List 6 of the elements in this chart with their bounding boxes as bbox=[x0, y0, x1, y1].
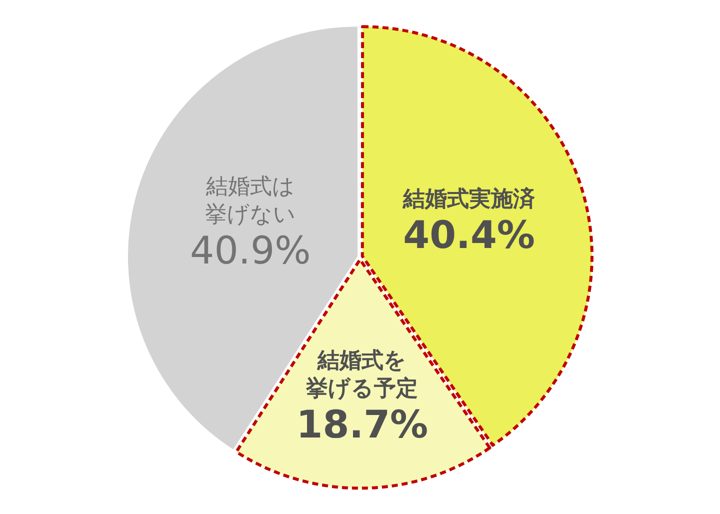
data-label: 18.7% bbox=[296, 402, 428, 447]
slice-label: 結婚式を挙げる予定 bbox=[305, 348, 418, 402]
slice-label: 結婚式は挙げない bbox=[204, 174, 296, 228]
data-label: 40.4% bbox=[403, 212, 536, 257]
data-label: 40.9% bbox=[190, 228, 311, 273]
slice-label: 結婚式実施済 bbox=[402, 186, 536, 212]
